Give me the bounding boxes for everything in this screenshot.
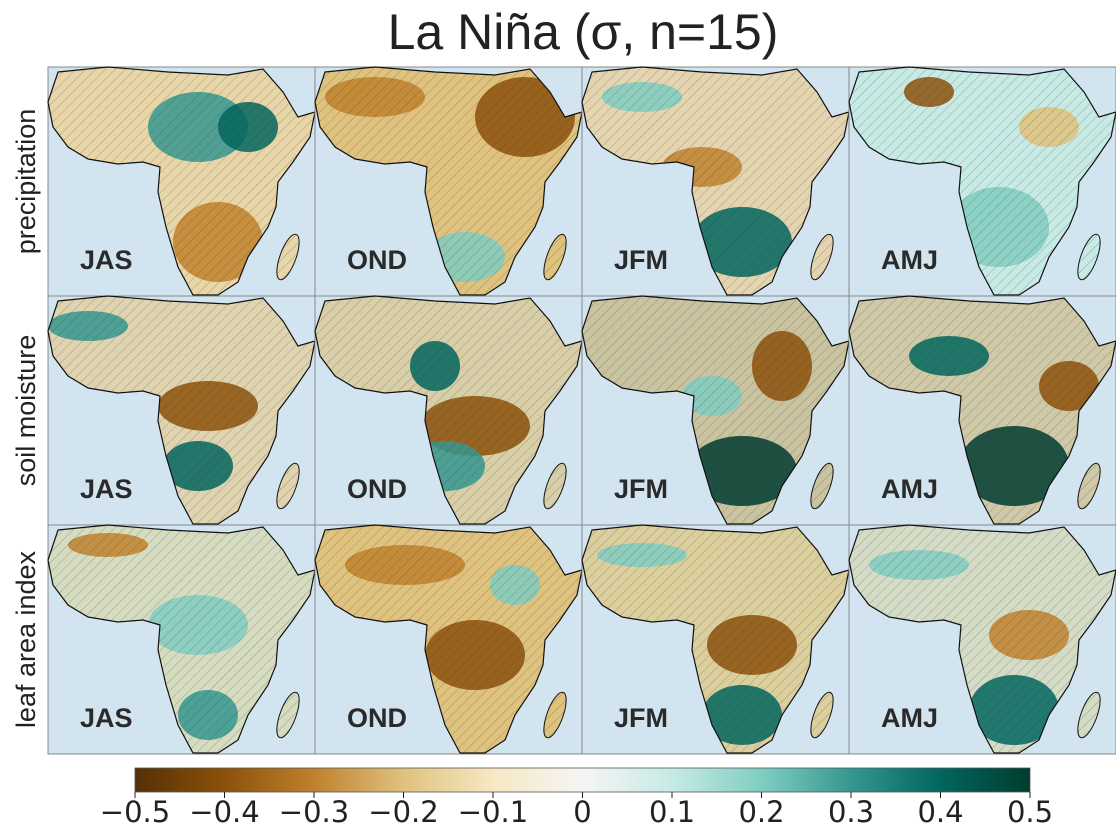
colorbar-tick-label: 0.2 — [738, 795, 784, 829]
map-panel: JFM — [582, 67, 849, 296]
season-label: JAS — [80, 474, 133, 504]
season-label: JFM — [614, 474, 668, 504]
season-label: OND — [347, 245, 407, 275]
map-panel: OND — [315, 525, 582, 754]
colorbar — [135, 768, 1030, 792]
figure-title: La Niña (σ, n=15) — [388, 4, 779, 60]
colorbar-tick-label: 0.3 — [828, 795, 874, 829]
season-label: OND — [347, 703, 407, 733]
season-label: AMJ — [881, 245, 938, 275]
row-label: leaf area index — [11, 550, 41, 728]
map-panel: JAS — [48, 296, 315, 525]
season-label: AMJ — [881, 703, 938, 733]
map-panel: AMJ — [849, 67, 1116, 296]
colorbar-tick-label: 0.4 — [917, 795, 963, 829]
row-label: precipitation — [11, 109, 41, 255]
map-panel: AMJ — [849, 525, 1116, 754]
map-panel: AMJ — [849, 296, 1116, 525]
colorbar-tick-label: −0.1 — [458, 795, 528, 829]
map-panel: JAS — [48, 525, 315, 754]
map-panel: JAS — [48, 67, 315, 296]
map-panel: JFM — [582, 525, 849, 754]
figure: La Niña (σ, n=15) JAS OND JFM AMJ JAS OND JFM A… — [0, 0, 1116, 832]
season-label: AMJ — [881, 474, 938, 504]
colorbar-tick-label: −0.3 — [279, 795, 349, 829]
row-label: soil moisture — [11, 335, 41, 487]
colorbar-tick-label: −0.2 — [368, 795, 438, 829]
colorbar-tick-label: −0.5 — [100, 795, 170, 829]
season-label: JAS — [80, 703, 133, 733]
map-panel: OND — [315, 296, 582, 525]
season-label: JFM — [614, 245, 668, 275]
season-label: JFM — [614, 703, 668, 733]
colorbar-tick-label: 0.5 — [1007, 795, 1053, 829]
colorbar-tick-label: −0.4 — [189, 795, 259, 829]
map-panel: OND — [315, 67, 582, 296]
season-label: JAS — [80, 245, 133, 275]
map-panel: JFM — [582, 296, 849, 525]
season-label: OND — [347, 474, 407, 504]
colorbar-tick-label: 0 — [573, 795, 591, 829]
colorbar-tick-label: 0.1 — [649, 795, 695, 829]
